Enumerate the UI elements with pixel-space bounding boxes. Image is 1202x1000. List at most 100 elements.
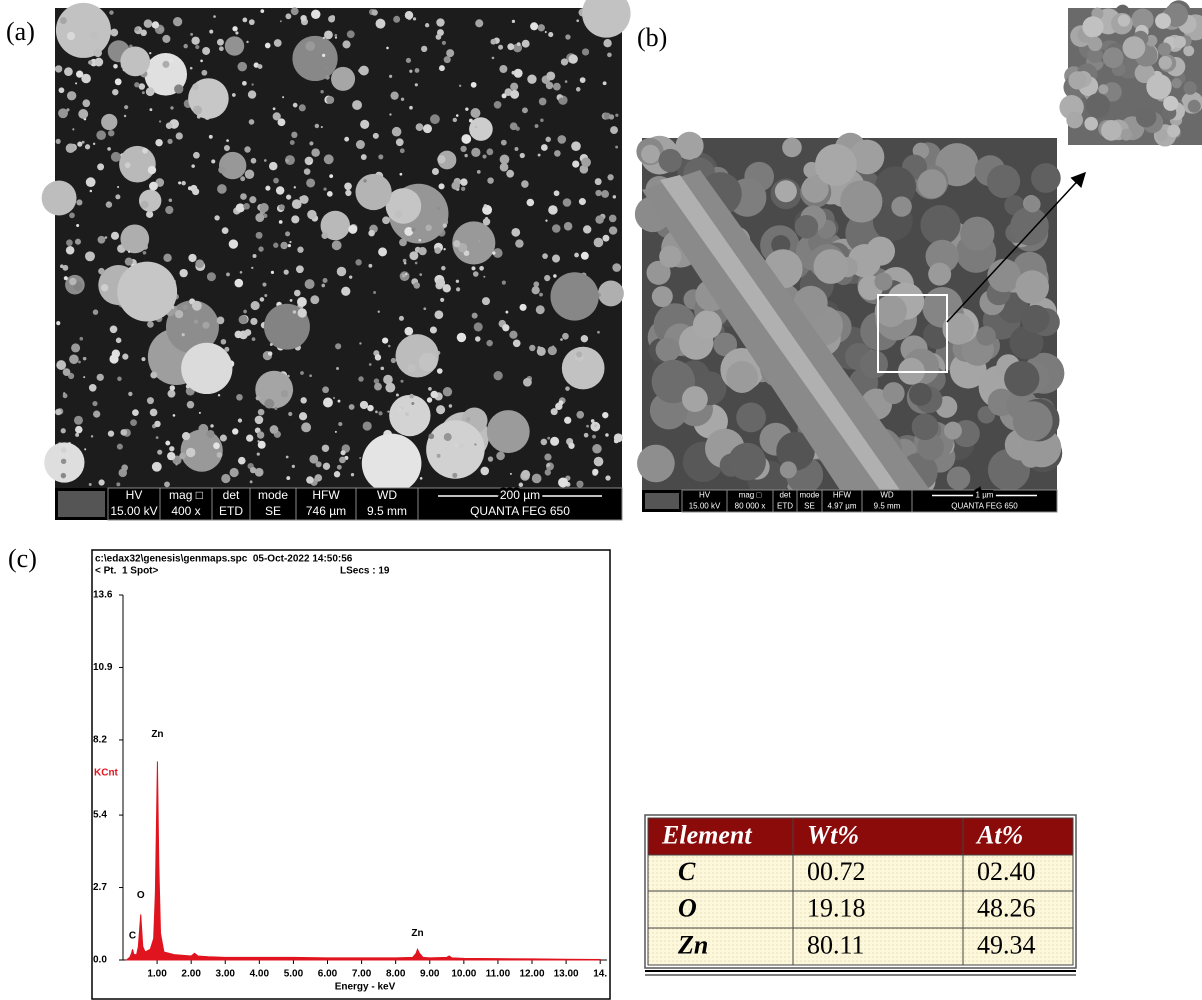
particle <box>532 474 542 484</box>
grain <box>659 149 682 172</box>
particle <box>226 273 230 277</box>
grain <box>928 263 951 286</box>
particle <box>294 186 296 188</box>
particle <box>540 119 544 123</box>
y-tick-label: 10.9 <box>93 662 113 673</box>
particle <box>396 138 404 146</box>
grain <box>1171 78 1181 88</box>
particle <box>179 453 186 460</box>
particle <box>67 32 75 40</box>
particle <box>375 411 378 414</box>
particle <box>418 239 421 242</box>
particle <box>322 445 329 452</box>
table-header: Wt% <box>807 820 859 849</box>
particle <box>89 384 97 392</box>
particle <box>493 371 502 380</box>
info-value: 80 000 x <box>735 502 766 511</box>
particle <box>456 287 460 291</box>
particle <box>466 417 470 421</box>
particle <box>362 434 422 494</box>
particle <box>521 180 529 188</box>
particle <box>363 179 366 182</box>
particle <box>609 226 617 234</box>
particle <box>446 49 454 57</box>
particle <box>324 154 334 164</box>
particle <box>264 294 267 297</box>
particle <box>471 266 475 270</box>
particle <box>222 227 229 234</box>
particle <box>420 477 423 480</box>
grain <box>1146 74 1171 99</box>
particle <box>592 435 596 439</box>
particle <box>368 230 374 236</box>
info-value: SE <box>804 502 815 511</box>
particle <box>385 383 395 393</box>
particle <box>337 465 342 470</box>
grain <box>1004 361 1039 396</box>
particle <box>88 60 92 64</box>
particle <box>571 141 581 151</box>
particle <box>389 113 391 115</box>
particle <box>121 464 128 471</box>
particle <box>581 252 589 260</box>
x-tick-label: 7.00 <box>352 969 372 980</box>
table-header: Element <box>661 820 752 849</box>
particle <box>169 58 174 63</box>
particle <box>76 224 79 227</box>
x-tick-label: 4.00 <box>250 969 270 980</box>
particle <box>269 162 277 170</box>
particle <box>90 31 98 39</box>
particle <box>486 148 493 155</box>
x-tick-label: 9.00 <box>420 969 440 980</box>
particle <box>159 27 164 32</box>
particle <box>238 457 246 465</box>
particle <box>475 126 477 128</box>
particle <box>268 351 272 355</box>
particle <box>436 278 445 287</box>
particle <box>328 16 335 23</box>
particle <box>453 118 457 122</box>
particle <box>335 36 337 38</box>
particle <box>594 424 597 427</box>
particle <box>60 17 67 24</box>
particle <box>110 325 118 333</box>
particle <box>580 77 586 83</box>
particle <box>209 30 213 34</box>
particle <box>169 446 174 451</box>
particle <box>483 276 485 278</box>
particle <box>284 270 289 275</box>
particle <box>259 203 268 212</box>
particle <box>285 231 290 236</box>
particle <box>85 251 95 261</box>
grain <box>917 169 946 198</box>
grain <box>1163 96 1178 111</box>
particle <box>182 333 185 336</box>
particle <box>282 96 284 98</box>
particle <box>530 22 538 30</box>
particle <box>211 159 215 163</box>
particle <box>341 450 346 455</box>
grain <box>795 215 819 239</box>
particle <box>236 394 243 401</box>
particle <box>326 96 334 104</box>
particle <box>130 419 137 426</box>
particle <box>564 417 571 424</box>
particle <box>368 264 372 268</box>
particle <box>56 360 66 370</box>
particle <box>235 279 244 288</box>
particle <box>146 87 155 96</box>
particle <box>477 170 481 174</box>
table-value: Zn <box>677 930 708 959</box>
particle <box>258 409 265 416</box>
particle <box>147 321 154 328</box>
particle <box>322 54 325 57</box>
info-value: 15.00 kV <box>110 504 157 518</box>
particle <box>506 170 514 178</box>
grain <box>1118 14 1130 26</box>
particle <box>583 225 591 233</box>
particle <box>335 431 337 433</box>
particle <box>409 106 413 110</box>
particle <box>309 455 318 464</box>
particle <box>210 424 213 427</box>
particle <box>155 139 162 146</box>
